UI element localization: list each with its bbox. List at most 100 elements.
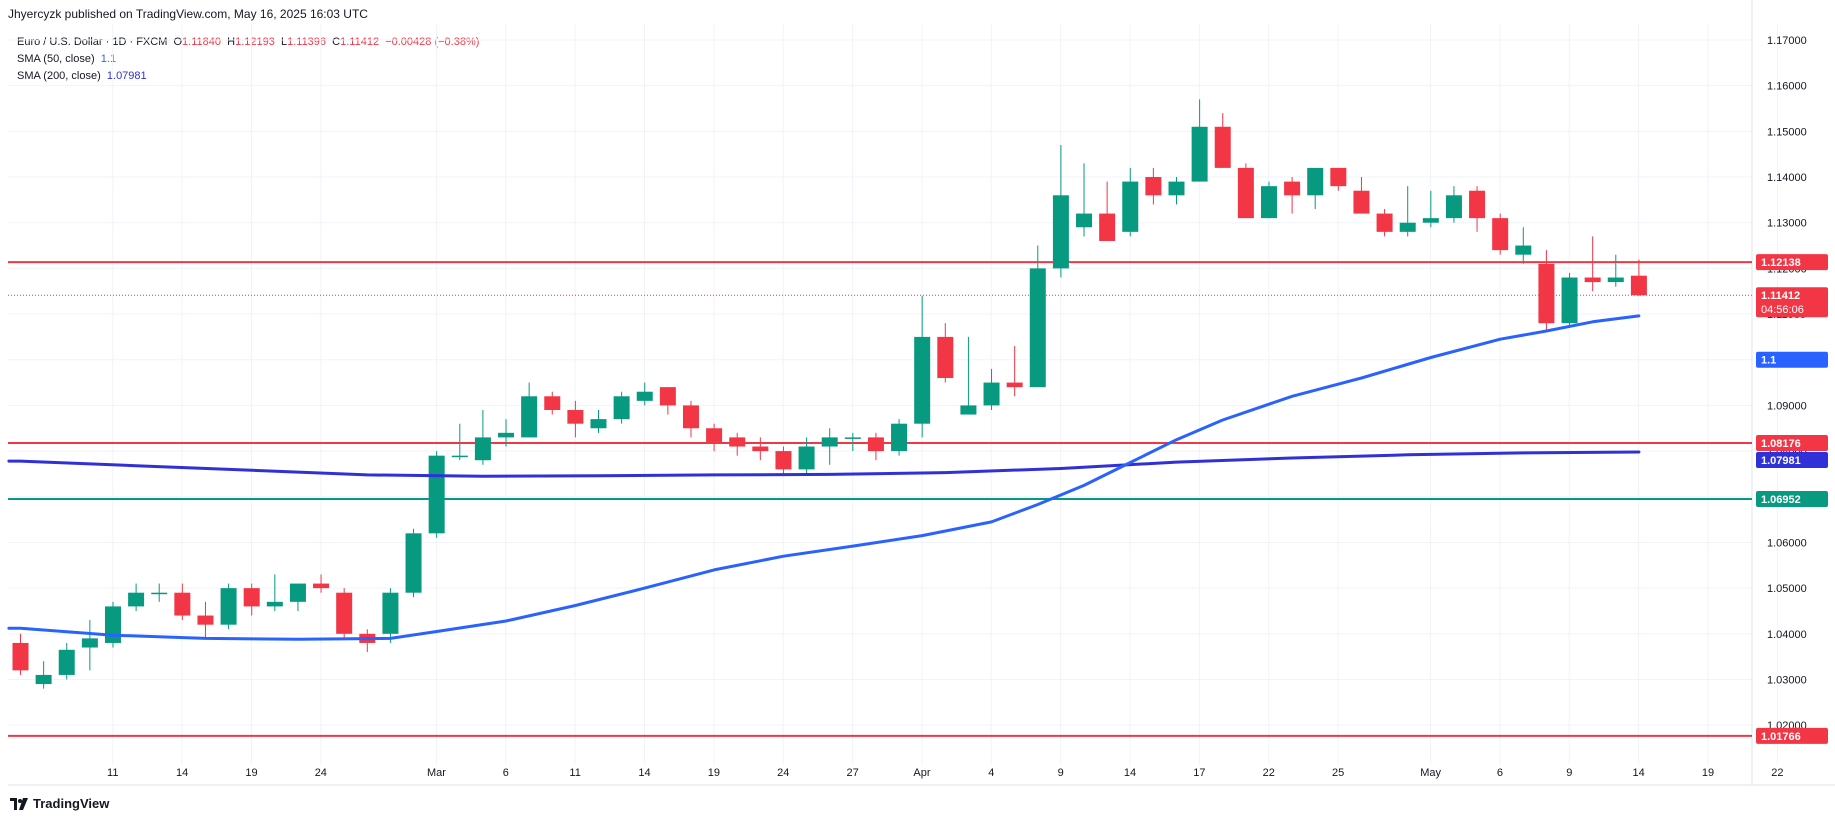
candle-body[interactable] bbox=[1469, 190, 1486, 219]
candle-body[interactable] bbox=[914, 336, 931, 424]
ohlc-high: 1.12193 bbox=[235, 36, 275, 48]
candle-body[interactable] bbox=[1122, 181, 1139, 232]
candle-body[interactable] bbox=[266, 601, 283, 607]
candle-body[interactable] bbox=[729, 437, 746, 447]
candle-body[interactable] bbox=[752, 446, 769, 452]
current-price-tag-bg bbox=[1756, 287, 1828, 318]
tradingview-footer[interactable]: TradingView bbox=[10, 796, 109, 811]
candle-body[interactable] bbox=[104, 606, 121, 643]
candle-body[interactable] bbox=[313, 583, 330, 589]
candle-body[interactable] bbox=[891, 423, 908, 452]
candle-body[interactable] bbox=[1630, 275, 1647, 296]
sma200-legend-row[interactable]: SMA (200, close) 1.07981 bbox=[17, 68, 479, 85]
candle-body[interactable] bbox=[775, 451, 792, 470]
sma50-line[interactable] bbox=[7, 314, 1641, 641]
candle-body[interactable] bbox=[1492, 218, 1509, 251]
candle-body[interactable] bbox=[937, 336, 954, 379]
candle-body[interactable] bbox=[1422, 218, 1439, 223]
candle-body[interactable] bbox=[590, 419, 607, 429]
publisher-header: Jhyercyzk published on TradingView.com, … bbox=[8, 7, 368, 21]
candle-body[interactable] bbox=[1561, 277, 1578, 324]
sma200-tag-bg bbox=[1756, 451, 1828, 468]
candle-body[interactable] bbox=[1284, 181, 1301, 196]
candle-body[interactable] bbox=[1052, 195, 1069, 269]
candle-body[interactable] bbox=[428, 455, 445, 534]
candle-body[interactable] bbox=[636, 391, 653, 401]
candle-body[interactable] bbox=[983, 382, 1000, 406]
candle-body[interactable] bbox=[197, 615, 214, 625]
candle-body[interactable] bbox=[798, 446, 815, 470]
sma200-line[interactable] bbox=[7, 450, 1641, 478]
candle-body[interactable] bbox=[1515, 245, 1532, 255]
ohlc-close-label: C bbox=[332, 36, 341, 48]
candle-body[interactable] bbox=[35, 674, 52, 685]
candle-body[interactable] bbox=[1307, 167, 1324, 196]
candle-body[interactable] bbox=[1445, 195, 1462, 219]
price-chart[interactable]: 1.170001.160001.150001.140001.130001.120… bbox=[0, 0, 1835, 790]
x-tick-label: 27 bbox=[846, 767, 858, 779]
x-tick-label: 6 bbox=[503, 767, 509, 779]
candle-body[interactable] bbox=[1330, 167, 1347, 187]
candle-body[interactable] bbox=[844, 437, 861, 439]
candle-body[interactable] bbox=[451, 455, 468, 458]
candle-body[interactable] bbox=[1584, 277, 1601, 283]
sma200-tag-label: 1.07981 bbox=[1761, 455, 1801, 467]
candle-body[interactable] bbox=[1191, 126, 1208, 182]
candle-body[interactable] bbox=[1260, 186, 1277, 219]
sma50-legend-value: 1.1 bbox=[100, 53, 117, 65]
candle-body[interactable] bbox=[128, 592, 145, 607]
candle-body[interactable] bbox=[613, 396, 630, 420]
x-tick-label: May bbox=[1420, 767, 1441, 779]
ohlc-change: −0.00428 (−0.38%) bbox=[385, 36, 480, 48]
ohlc-low-label: L bbox=[280, 36, 288, 48]
candle-body[interactable] bbox=[1237, 167, 1254, 219]
candle-body[interactable] bbox=[544, 396, 561, 410]
candle-body[interactable] bbox=[706, 428, 723, 442]
candle-body[interactable] bbox=[336, 592, 353, 634]
candle-body[interactable] bbox=[243, 588, 260, 607]
candle-body[interactable] bbox=[867, 437, 884, 452]
candle-body[interactable] bbox=[1099, 213, 1116, 241]
candle-body[interactable] bbox=[220, 588, 237, 625]
candle-body[interactable] bbox=[1538, 263, 1555, 324]
candle-body[interactable] bbox=[1353, 190, 1370, 214]
ohlc-open: 1.11840 bbox=[182, 36, 221, 48]
candle-body[interactable] bbox=[1076, 213, 1093, 228]
candle-body[interactable] bbox=[498, 432, 515, 438]
tradingview-logo-icon bbox=[10, 797, 28, 810]
candle-body[interactable] bbox=[289, 583, 306, 602]
ohlc-high-label: H bbox=[227, 36, 236, 48]
y-tick-label: 1.15000 bbox=[1767, 126, 1807, 138]
x-tick-label: 19 bbox=[708, 767, 720, 779]
candle-body[interactable] bbox=[174, 592, 191, 616]
y-tick-label: 1.17000 bbox=[1767, 35, 1807, 47]
candle-body[interactable] bbox=[1168, 181, 1185, 196]
candle-body[interactable] bbox=[521, 396, 538, 438]
candle-body[interactable] bbox=[474, 437, 491, 461]
candle-body[interactable] bbox=[1029, 268, 1046, 388]
y-tick-label: 1.16000 bbox=[1767, 81, 1807, 93]
candle-body[interactable] bbox=[405, 533, 422, 593]
candle-body[interactable] bbox=[1399, 222, 1416, 232]
candle-body[interactable] bbox=[960, 405, 977, 415]
candle-body[interactable] bbox=[567, 409, 584, 424]
candle-body[interactable] bbox=[1607, 277, 1624, 283]
candle-body[interactable] bbox=[659, 387, 676, 406]
y-tick-label: 1.14000 bbox=[1767, 172, 1807, 184]
candle-body[interactable] bbox=[1145, 177, 1162, 196]
symbol-label[interactable]: Euro / U.S. Dollar · 1D · FXCM bbox=[17, 36, 168, 48]
x-tick-label: 19 bbox=[245, 767, 257, 779]
candle-body[interactable] bbox=[1214, 126, 1231, 168]
candle-body[interactable] bbox=[151, 592, 168, 595]
candle-body[interactable] bbox=[58, 649, 75, 675]
x-tick-label: 22 bbox=[1263, 767, 1275, 779]
candle-body[interactable] bbox=[682, 405, 699, 429]
candle-body[interactable] bbox=[382, 592, 399, 634]
candle-body[interactable] bbox=[1376, 213, 1393, 232]
candle-body[interactable] bbox=[821, 437, 838, 447]
candle-body[interactable] bbox=[81, 638, 98, 648]
x-tick-label: 24 bbox=[777, 767, 789, 779]
sma50-legend-row[interactable]: SMA (50, close) 1.1 bbox=[17, 51, 479, 68]
candle-body[interactable] bbox=[12, 642, 29, 671]
candle-body[interactable] bbox=[1006, 382, 1023, 388]
